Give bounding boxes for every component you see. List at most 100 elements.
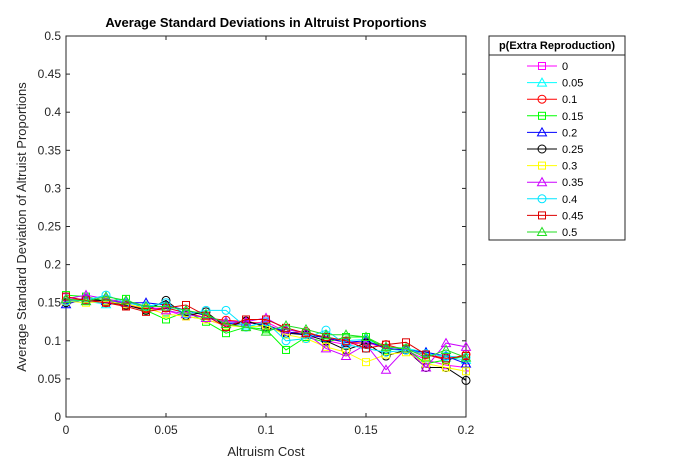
legend-entries: 0 0.05 0.1 0.15 0.2 0.25 0.3 0.35 0.4 0.45 0.5 [527,61,583,239]
legend-marker [538,62,546,70]
series-0-5 [60,291,472,362]
data-point [80,295,92,306]
data-point [240,321,252,332]
x-tick-label: 0.1 [258,423,275,437]
data-point [320,342,332,353]
legend-label: 0.1 [562,94,577,106]
legend-marker [536,226,548,236]
x-tick-label: 0.2 [458,423,475,437]
chart-title: Average Standard Deviations in Altruist … [105,15,426,30]
data-point [361,338,371,348]
data-point [362,344,370,353]
data-point [442,354,450,363]
y-tick-label: 0.35 [38,143,62,157]
legend-entry: 0.3 [527,161,577,173]
x-tick-label: 0.15 [354,423,378,437]
data-point [160,300,172,311]
legend-marker [536,77,548,87]
legend-title: p(Extra Reproduction) [499,40,615,52]
data-point [440,337,452,348]
legend-entry: 0.2 [527,126,577,139]
y-tick-label: 0.3 [44,181,61,195]
y-tick-label: 0 [54,410,61,424]
data-point [62,292,70,301]
data-point [100,291,112,301]
legend-marker [537,194,547,204]
data-point [362,358,370,367]
data-point [321,325,331,335]
legend-entry: 0.4 [527,194,577,206]
data-point [120,294,132,305]
series-layer [60,289,472,385]
data-point [180,304,192,315]
series-line [65,294,467,359]
data-point [301,334,311,344]
legend-label: 0.4 [562,194,577,206]
legend-entry: 0.45 [527,210,583,222]
legend: p(Extra Reproduction) 0 0.05 0.1 0.15 0.2 0.2… [488,35,626,241]
legend-marker [538,111,546,120]
data-point [240,316,252,326]
data-point [402,338,410,347]
legend-marker [538,161,546,170]
data-point [220,318,232,329]
y-tick-label: 0.15 [38,296,62,310]
data-point [162,315,170,324]
legend-entry: 0.1 [527,94,577,106]
legend-label: 0.2 [562,127,577,139]
data-point [460,341,472,351]
data-point [380,341,392,351]
data-point [320,329,332,339]
data-point [262,315,270,324]
x-tick-label: 0 [63,423,70,437]
series-0-45 [62,292,470,363]
y-tick-label: 0.2 [44,258,61,272]
data-point [461,375,471,385]
data-point [420,361,432,372]
data-point [100,298,112,309]
data-point [222,329,230,338]
legend-marker [536,126,548,137]
y-axis-label: Average Standard Deviation of Altruist P… [14,82,29,372]
data-point [220,316,232,326]
data-point [260,326,272,336]
legend-label: 0.3 [562,161,577,173]
data-point [280,320,292,330]
data-point [342,336,350,345]
data-point [102,298,110,307]
legend-label: 0.25 [562,144,583,156]
legend-entry: 0.5 [527,226,577,239]
x-axis: 0 0.05 0.1 0.15 0.2 [63,36,475,437]
legend-entry: 0.25 [527,144,583,156]
data-point [281,336,291,346]
data-point [80,289,92,300]
legend-label: 0.15 [562,111,583,123]
data-point [340,350,352,361]
legend-entry: 0.05 [527,77,583,90]
legend-marker [538,211,546,220]
legend-label: 0 [562,61,568,73]
data-point [340,329,352,339]
data-point [122,302,130,311]
y-tick-label: 0.45 [38,67,62,81]
data-point [60,293,72,303]
data-point [360,331,372,341]
legend-marker [537,94,547,104]
data-point [300,323,312,334]
plot-area [65,35,467,418]
legend-box [488,35,626,241]
data-point [182,300,190,309]
x-tick-label: 0.05 [154,423,178,437]
data-point [221,305,231,315]
data-point [282,345,290,354]
y-tick-label: 0.1 [44,334,61,348]
data-point [420,346,432,357]
legend-entry: 0.15 [527,111,583,123]
legend-entry: 0 [527,61,568,73]
data-point [460,358,472,368]
series-line [65,296,467,359]
legend-label: 0.45 [562,210,583,222]
legend-marker [536,176,548,187]
legend-entry: 0.35 [527,176,583,189]
